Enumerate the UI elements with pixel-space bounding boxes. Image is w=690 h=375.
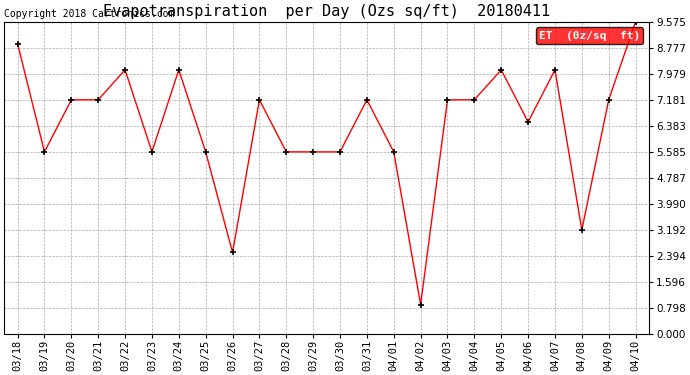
Text: Copyright 2018 Cartronics.com: Copyright 2018 Cartronics.com (4, 9, 175, 19)
Legend: ET  (0z/sq  ft): ET (0z/sq ft) (535, 27, 644, 44)
Title: Evapotranspiration  per Day (Ozs sq/ft)  20180411: Evapotranspiration per Day (Ozs sq/ft) 2… (103, 4, 550, 19)
